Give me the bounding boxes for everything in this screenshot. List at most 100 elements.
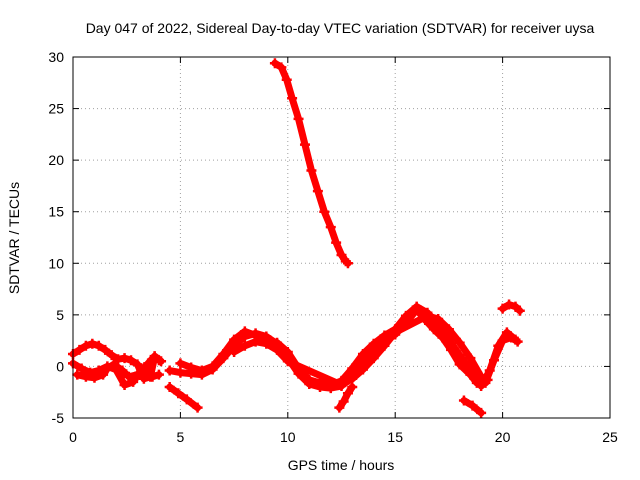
data-point — [98, 369, 109, 380]
data-point — [175, 367, 186, 378]
series-band — [166, 383, 202, 412]
y-tick-label: 0 — [56, 358, 64, 374]
data-point — [72, 369, 83, 380]
series-arc-high — [269, 58, 353, 269]
series-arc-dip-b — [334, 382, 358, 413]
data-point — [117, 365, 128, 376]
data-point — [143, 358, 154, 369]
data-point — [93, 340, 104, 351]
data-point — [164, 382, 175, 393]
data-point — [336, 379, 347, 390]
data-point — [287, 93, 298, 104]
series-arc-dip-c — [458, 395, 487, 418]
data-point — [454, 337, 465, 348]
data-point — [390, 327, 401, 338]
data-point — [504, 299, 515, 310]
data-point — [334, 402, 345, 413]
x-tick-label: 5 — [177, 429, 185, 445]
data-point — [443, 334, 454, 345]
data-point — [433, 313, 444, 324]
data-point — [100, 344, 111, 355]
series-arc-main-b — [175, 301, 521, 392]
data-point — [411, 301, 422, 312]
data-point — [443, 324, 454, 335]
data-point — [306, 165, 317, 176]
y-tick-label: 15 — [48, 204, 64, 220]
x-tick-label: 0 — [69, 429, 77, 445]
data-point — [482, 374, 493, 385]
x-tick-label: 20 — [495, 429, 511, 445]
data-point — [141, 364, 152, 375]
data-point — [269, 58, 280, 69]
data-point — [293, 113, 304, 124]
series-arc-late-high — [497, 299, 525, 316]
series-arc-early-c — [72, 359, 164, 383]
grid-lines — [73, 57, 610, 418]
data-point — [164, 365, 175, 376]
data-point — [304, 374, 315, 385]
data-point — [299, 139, 310, 150]
data-point — [347, 382, 358, 393]
data-point — [175, 358, 186, 369]
data-point — [132, 369, 143, 380]
x-tick-label: 25 — [602, 429, 618, 445]
data-point — [218, 349, 229, 360]
data-point — [514, 305, 525, 316]
y-axis-label: SDTVAR / TECUs — [6, 182, 22, 294]
data-point — [347, 363, 358, 374]
data-point — [379, 340, 390, 351]
data-point — [368, 353, 379, 364]
data-point — [493, 340, 504, 351]
data-point — [80, 371, 91, 382]
data-point — [276, 62, 287, 73]
data-point — [319, 206, 330, 217]
data-point — [331, 237, 342, 248]
data-point — [357, 349, 368, 360]
data-point — [87, 338, 98, 349]
data-point — [497, 303, 508, 314]
y-tick-label: 30 — [48, 49, 64, 65]
data-point — [454, 350, 465, 361]
data-point — [239, 340, 250, 351]
chart-title: Day 047 of 2022, Sidereal Day-to-day VTE… — [86, 20, 595, 36]
data-point — [272, 344, 283, 355]
data-point — [173, 388, 184, 399]
data-point — [282, 346, 293, 357]
data-point — [229, 334, 240, 345]
data-point — [465, 353, 476, 364]
plot-frame — [72, 56, 611, 419]
data-point — [106, 350, 117, 361]
data-point — [476, 407, 487, 418]
data-point — [338, 396, 349, 407]
data-point — [342, 388, 353, 399]
series-band — [335, 383, 356, 412]
data-point — [132, 359, 143, 370]
data-point — [467, 400, 478, 411]
data-point — [125, 355, 136, 366]
data-point — [196, 365, 207, 376]
y-tick-label: 20 — [48, 152, 64, 168]
data-point — [476, 371, 487, 382]
data-point — [342, 258, 353, 269]
data-point — [368, 338, 379, 349]
x-tick-labels: 0 5 10 15 20 25 — [69, 429, 618, 445]
data-point — [336, 250, 347, 261]
data-point — [239, 326, 250, 337]
data-point — [119, 353, 130, 364]
data-point — [510, 334, 521, 345]
y-tick-label: -5 — [52, 410, 65, 426]
data-point — [315, 377, 326, 388]
data-points — [68, 58, 525, 418]
data-point — [261, 338, 272, 349]
data-point — [123, 371, 134, 382]
data-point — [229, 346, 240, 357]
series-arc-main-c — [229, 310, 493, 390]
y-tick-label: 10 — [48, 255, 64, 271]
data-point — [186, 362, 197, 373]
x-tick-label: 10 — [280, 429, 296, 445]
data-point — [357, 364, 368, 375]
data-point — [80, 340, 91, 351]
data-point — [428, 324, 439, 335]
